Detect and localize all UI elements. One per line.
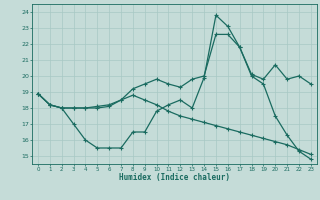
X-axis label: Humidex (Indice chaleur): Humidex (Indice chaleur) bbox=[119, 173, 230, 182]
